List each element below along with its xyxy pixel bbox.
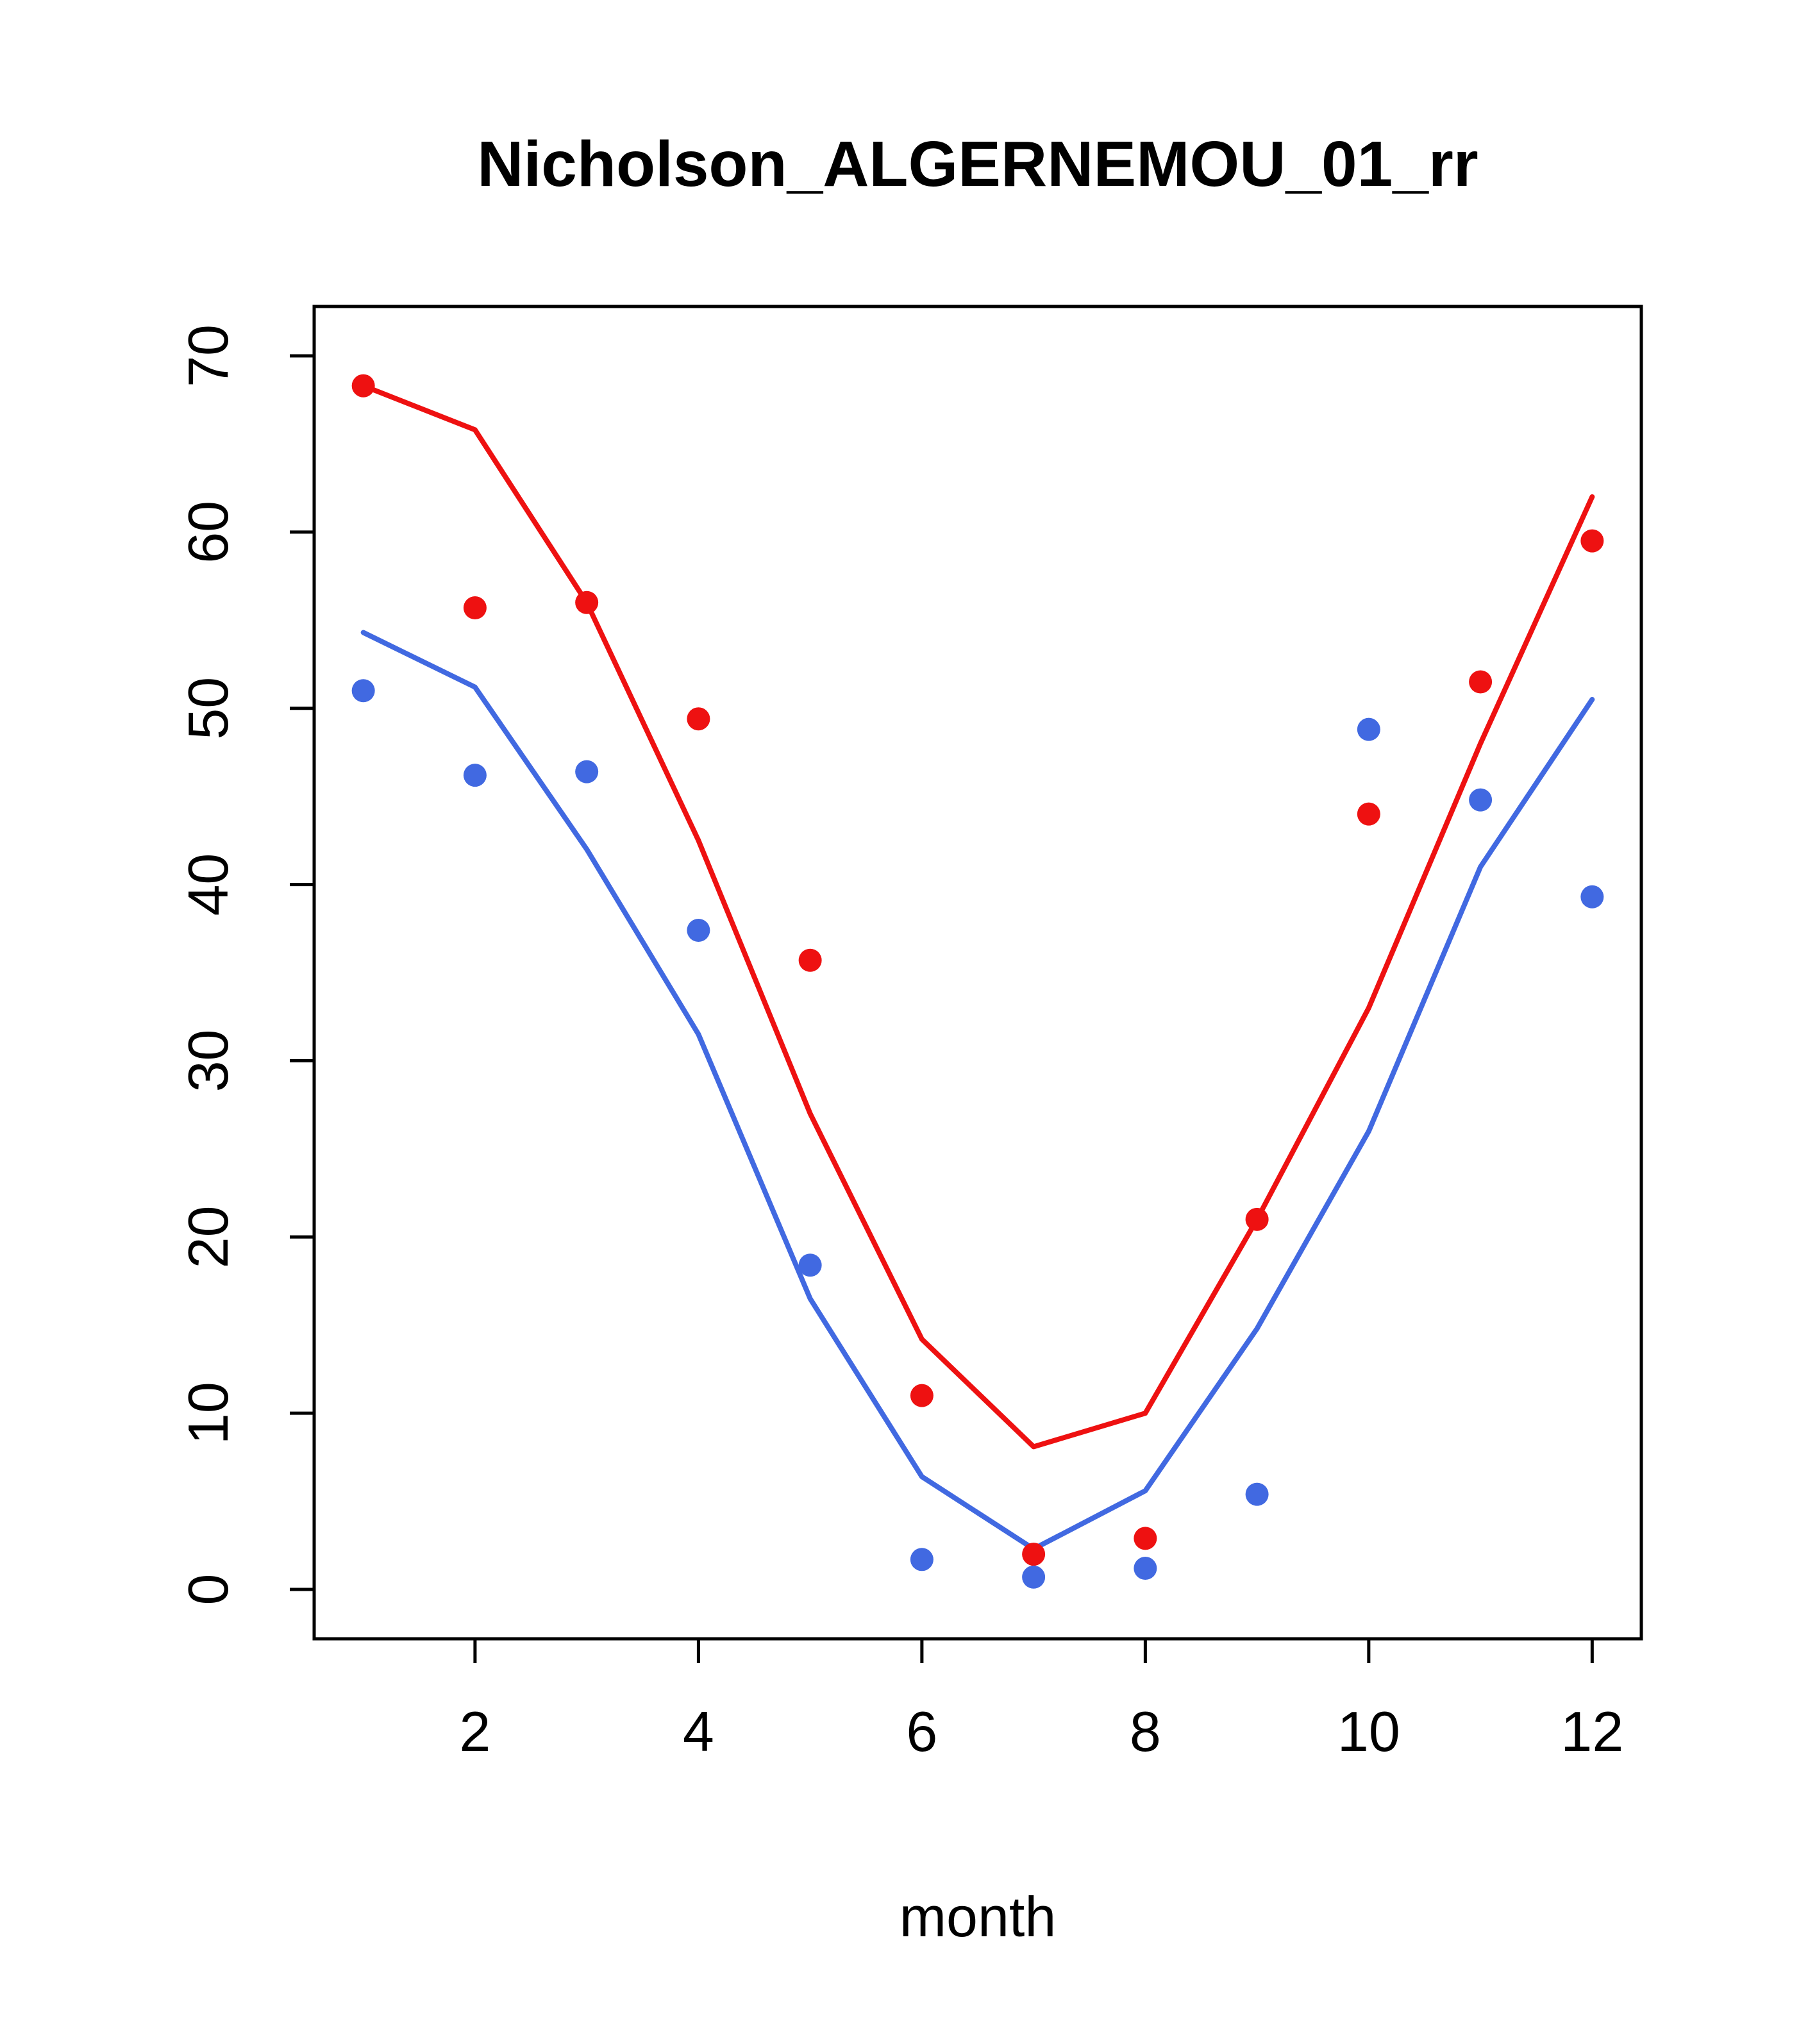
red-points-point [687, 707, 710, 731]
blue-points-point [575, 760, 599, 783]
blue-points-point [910, 1548, 934, 1571]
blue-points-point [1245, 1482, 1269, 1506]
x-tick-label: 12 [1561, 1700, 1623, 1763]
red-points-point [1469, 670, 1493, 694]
blue-points-point [1469, 788, 1493, 812]
red-points-point [1134, 1527, 1157, 1550]
y-tick-label: 30 [176, 1029, 240, 1092]
red-points-point [798, 948, 822, 972]
y-tick-label: 40 [176, 853, 240, 916]
chart-title: Nicholson_ALGERNEMOU_01_rr [477, 128, 1478, 200]
red-line [360, 383, 1595, 1450]
red-points-point [1022, 1543, 1046, 1566]
y-tick-label: 20 [176, 1205, 240, 1268]
x-tick-label: 10 [1337, 1700, 1400, 1763]
blue-points-point [1357, 717, 1380, 741]
blue-line [360, 630, 1595, 1552]
blue-points-point [687, 919, 710, 942]
blue-points-point [798, 1253, 822, 1277]
x-tick-label: 6 [906, 1700, 937, 1763]
y-tick-label: 10 [176, 1382, 240, 1445]
x-tick-label: 4 [683, 1700, 714, 1763]
y-tick-label: 60 [176, 501, 240, 564]
plot-area: 2 4 6 8 10 12 0 10 20 30 40 50 60 70 [176, 305, 1643, 1763]
red-points-point [910, 1384, 934, 1407]
blue-points-point [351, 679, 375, 703]
y-tick-label: 70 [176, 324, 240, 387]
red-points-point [351, 374, 375, 398]
red-points-point [1357, 802, 1380, 826]
blue-points-point [463, 764, 487, 787]
x-tick-label: 2 [459, 1700, 490, 1763]
red-points-point [575, 591, 599, 614]
plot-border [312, 305, 1643, 1641]
blue-points-point [1134, 1557, 1157, 1580]
y-tick-label: 0 [176, 1574, 240, 1605]
red-points-point [1245, 1207, 1269, 1231]
red-points-point [1580, 529, 1604, 553]
x-axis-label: month [900, 1885, 1057, 1948]
blue-points-point [1022, 1565, 1046, 1589]
y-tick-label: 50 [176, 677, 240, 740]
red-points-point [463, 596, 487, 620]
blue-points-point [1580, 885, 1604, 909]
x-tick-label: 8 [1130, 1700, 1161, 1763]
